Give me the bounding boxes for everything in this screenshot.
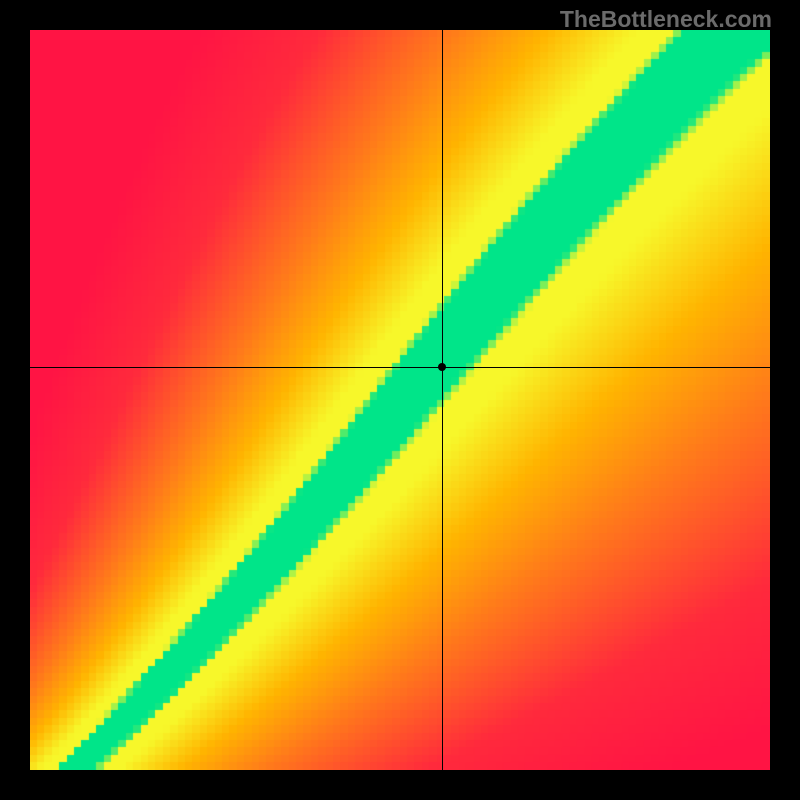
crosshair-marker [438,363,446,371]
crosshair-vertical [442,30,443,770]
plot-area [30,30,770,770]
chart-container: TheBottleneck.com [0,0,800,800]
heatmap-canvas [30,30,770,770]
watermark-text: TheBottleneck.com [560,6,772,33]
crosshair-horizontal [30,367,770,368]
